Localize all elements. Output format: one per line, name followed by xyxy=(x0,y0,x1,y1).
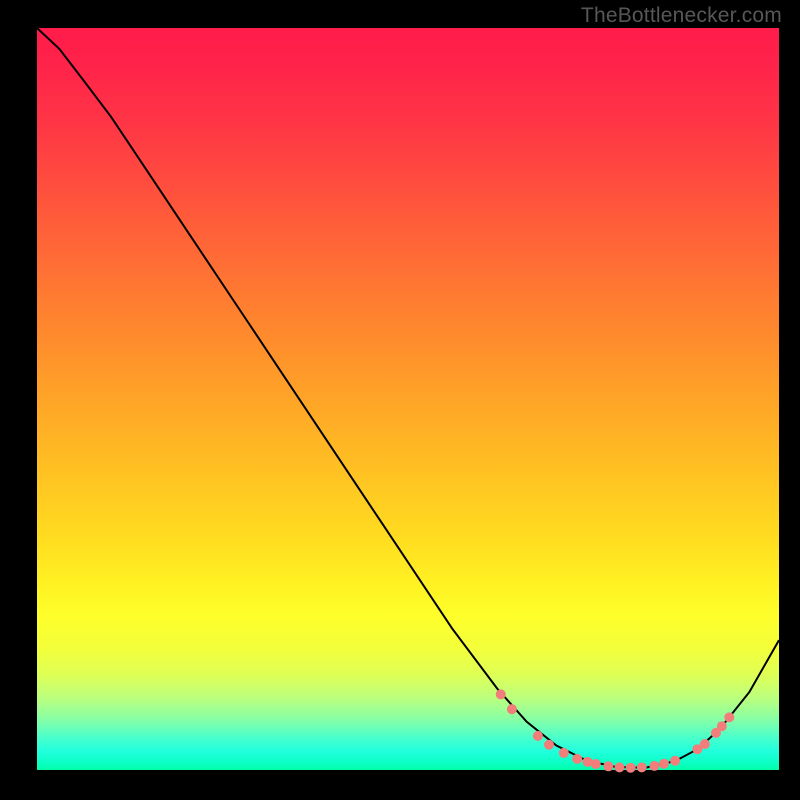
chart-canvas xyxy=(0,0,800,800)
marker-dot xyxy=(614,762,624,772)
bottleneck-chart: TheBottlenecker.com xyxy=(0,0,800,800)
marker-dot xyxy=(724,712,734,722)
marker-dot xyxy=(572,754,582,764)
marker-dot xyxy=(637,762,647,772)
watermark-text: TheBottlenecker.com xyxy=(581,4,782,28)
marker-dot xyxy=(649,761,659,771)
marker-dot xyxy=(717,721,727,731)
marker-dot xyxy=(591,759,601,769)
marker-dot xyxy=(533,731,543,741)
plot-background xyxy=(37,28,779,770)
marker-dot xyxy=(603,761,613,771)
marker-dot xyxy=(670,756,680,766)
marker-dot xyxy=(507,704,517,714)
marker-dot xyxy=(626,763,636,773)
marker-dot xyxy=(496,689,506,699)
marker-dot xyxy=(559,748,569,758)
marker-dot xyxy=(700,739,710,749)
marker-dot xyxy=(659,759,669,769)
marker-dot xyxy=(544,740,554,750)
